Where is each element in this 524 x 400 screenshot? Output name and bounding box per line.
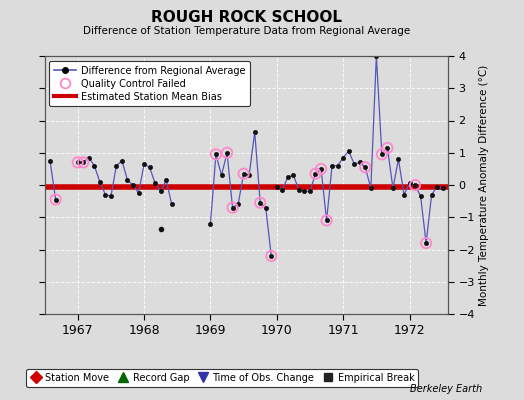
- Legend: Station Move, Record Gap, Time of Obs. Change, Empirical Break: Station Move, Record Gap, Time of Obs. C…: [26, 369, 418, 386]
- Point: [239, 170, 248, 177]
- Point: [212, 151, 220, 158]
- Point: [411, 182, 419, 188]
- Y-axis label: Monthly Temperature Anomaly Difference (°C): Monthly Temperature Anomaly Difference (…: [479, 64, 489, 306]
- Point: [422, 240, 430, 246]
- Text: Berkeley Earth: Berkeley Earth: [410, 384, 482, 394]
- Point: [228, 204, 237, 211]
- Text: Difference of Station Temperature Data from Regional Average: Difference of Station Temperature Data f…: [83, 26, 410, 36]
- Text: ROUGH ROCK SCHOOL: ROUGH ROCK SCHOOL: [151, 10, 342, 25]
- Point: [361, 164, 369, 170]
- Point: [267, 253, 276, 259]
- Point: [79, 159, 88, 166]
- Point: [322, 217, 331, 224]
- Point: [256, 200, 265, 206]
- Point: [223, 150, 231, 156]
- Point: [51, 196, 60, 203]
- Point: [383, 145, 391, 151]
- Point: [73, 159, 82, 166]
- Point: [311, 170, 320, 177]
- Point: [317, 166, 325, 172]
- Point: [378, 151, 386, 158]
